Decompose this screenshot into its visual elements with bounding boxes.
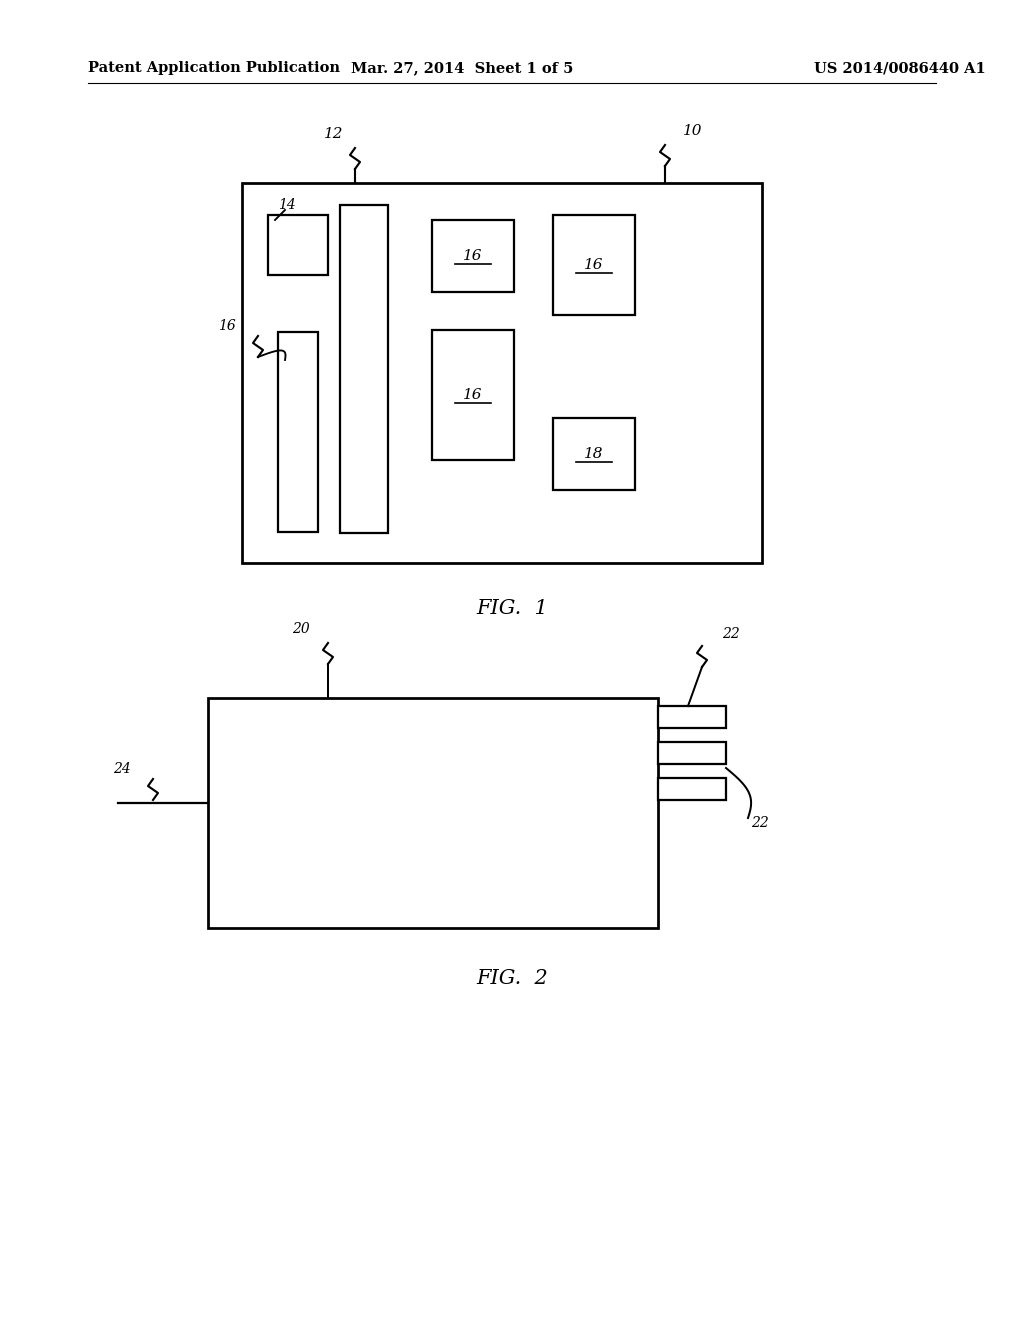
Bar <box>278 333 318 532</box>
Text: 20: 20 <box>292 622 310 636</box>
Bar <box>658 777 726 800</box>
Bar <box>432 330 514 459</box>
Text: 12: 12 <box>324 127 343 141</box>
Bar <box>658 706 726 729</box>
Text: FIG.  2: FIG. 2 <box>476 969 548 987</box>
Text: FIG.  1: FIG. 1 <box>476 598 548 618</box>
Text: 10: 10 <box>683 124 702 139</box>
Bar <box>340 205 388 533</box>
Text: Patent Application Publication: Patent Application Publication <box>88 61 340 75</box>
Text: US 2014/0086440 A1: US 2014/0086440 A1 <box>814 61 986 75</box>
Bar <box>553 215 635 315</box>
Text: Mar. 27, 2014  Sheet 1 of 5: Mar. 27, 2014 Sheet 1 of 5 <box>351 61 573 75</box>
Text: 18: 18 <box>585 447 604 461</box>
Text: 16: 16 <box>218 319 236 333</box>
Bar <box>242 183 762 564</box>
Bar <box>208 698 658 928</box>
Text: 16: 16 <box>585 257 604 272</box>
Text: 16: 16 <box>463 388 482 403</box>
Text: 24: 24 <box>114 762 131 776</box>
Text: 22: 22 <box>722 627 739 642</box>
Text: 16: 16 <box>463 249 482 263</box>
Bar <box>658 742 726 764</box>
Bar <box>553 418 635 490</box>
Bar <box>268 215 328 275</box>
Bar <box>432 220 514 292</box>
Text: 22: 22 <box>751 816 769 830</box>
Text: 14: 14 <box>278 198 296 213</box>
